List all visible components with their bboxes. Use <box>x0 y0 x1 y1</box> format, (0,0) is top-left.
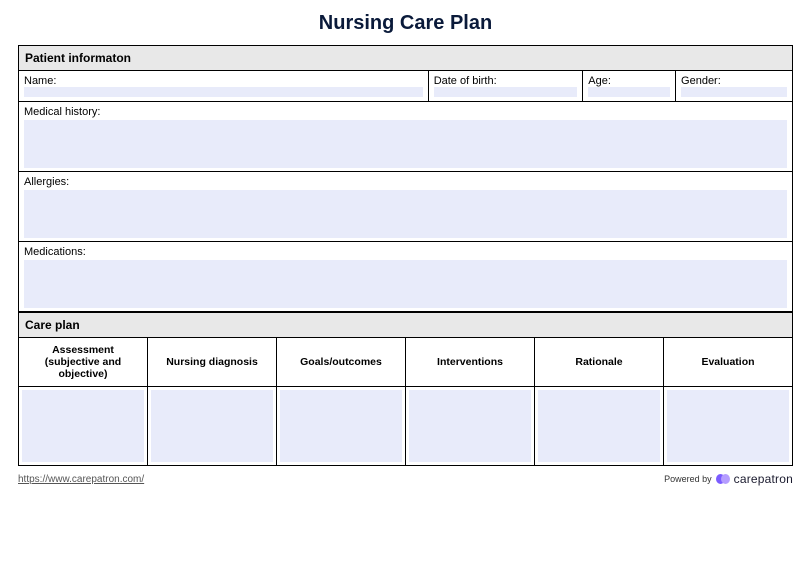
interventions-input[interactable] <box>409 390 531 462</box>
cell-rationale <box>535 387 664 465</box>
care-plan-header: Care plan <box>19 312 792 338</box>
gender-input[interactable] <box>681 87 787 97</box>
gender-cell: Gender: <box>676 71 792 101</box>
care-plan-columns-header: Assessment (subjective and objective) Nu… <box>19 338 792 387</box>
col-evaluation: Evaluation <box>664 338 792 387</box>
medications-row: Medications: <box>19 242 792 312</box>
dob-label: Date of birth: <box>434 75 578 87</box>
goals-input[interactable] <box>280 390 402 462</box>
medications-label: Medications: <box>24 246 787 258</box>
medical-history-row: Medical history: <box>19 102 792 172</box>
brand-logo-icon <box>716 472 730 486</box>
patient-info-header: Patient informaton <box>19 46 792 71</box>
age-cell: Age: <box>583 71 676 101</box>
assessment-input[interactable] <box>22 390 144 462</box>
col-nursing-diagnosis: Nursing diagnosis <box>148 338 277 387</box>
name-cell: Name: <box>19 71 429 101</box>
medical-history-input[interactable] <box>24 120 787 168</box>
patient-info-row-basic: Name: Date of birth: Age: Gender: <box>19 71 792 102</box>
brand-name: carepatron <box>734 472 793 486</box>
footer-link[interactable]: https://www.carepatron.com/ <box>18 474 144 485</box>
care-plan-body-row <box>19 387 792 465</box>
cell-goals <box>277 387 406 465</box>
allergies-label: Allergies: <box>24 176 787 188</box>
name-label: Name: <box>24 75 423 87</box>
powered-by-label: Powered by <box>664 474 712 484</box>
name-input[interactable] <box>24 87 423 97</box>
rationale-input[interactable] <box>538 390 660 462</box>
form-container: Patient informaton Name: Date of birth: … <box>18 45 793 466</box>
age-label: Age: <box>588 75 670 87</box>
age-input[interactable] <box>588 87 670 97</box>
col-goals: Goals/outcomes <box>277 338 406 387</box>
cell-evaluation <box>664 387 792 465</box>
allergies-row: Allergies: <box>19 172 792 242</box>
gender-label: Gender: <box>681 75 787 87</box>
cell-interventions <box>406 387 535 465</box>
evaluation-input[interactable] <box>667 390 789 462</box>
powered-by: Powered by carepatron <box>664 472 793 486</box>
medications-input[interactable] <box>24 260 787 308</box>
col-interventions: Interventions <box>406 338 535 387</box>
col-assessment: Assessment (subjective and objective) <box>19 338 148 387</box>
col-rationale: Rationale <box>535 338 664 387</box>
medical-history-label: Medical history: <box>24 106 787 118</box>
page-title: Nursing Care Plan <box>18 12 793 35</box>
footer: https://www.carepatron.com/ Powered by c… <box>18 472 793 486</box>
dob-cell: Date of birth: <box>429 71 584 101</box>
cell-nursing-diagnosis <box>148 387 277 465</box>
cell-assessment <box>19 387 148 465</box>
dob-input[interactable] <box>434 87 578 97</box>
nursing-diagnosis-input[interactable] <box>151 390 273 462</box>
allergies-input[interactable] <box>24 190 787 238</box>
